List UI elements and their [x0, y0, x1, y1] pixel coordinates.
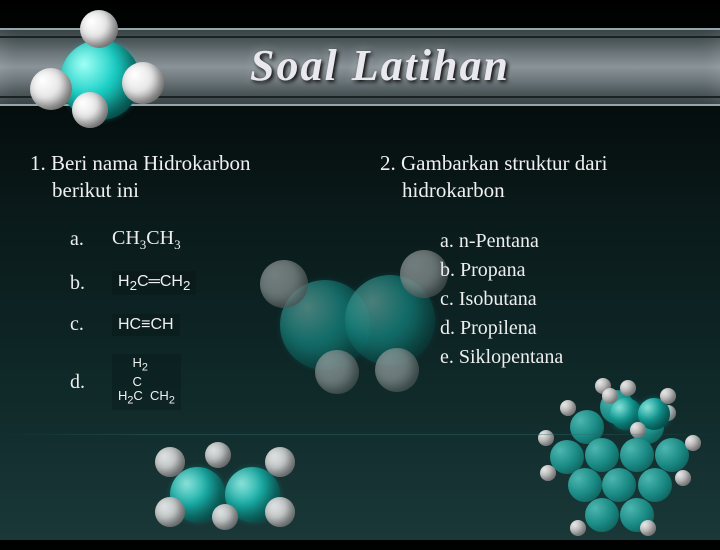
q1-d-label: d. — [70, 371, 88, 394]
q2-line1: 2. Gambarkan struktur dari — [380, 151, 607, 175]
q1-item-d: d. H2 CH2C CH2 — [70, 354, 340, 409]
q2-line2: hidrokarbon — [380, 177, 690, 204]
question-2-column: 2. Gambarkan struktur dari hidrokarbon a… — [380, 150, 690, 372]
q1-b-label: b. — [70, 272, 88, 295]
question-1-column: 1. Beri nama Hidrokarbon berikut ini a. … — [30, 150, 340, 428]
q2-item-d: d. Propilena — [440, 314, 690, 343]
q2-item-a: a. n-Pentana — [440, 227, 690, 256]
q1-c-label: c. — [70, 313, 88, 336]
q1-a-formula: CH3CH3 — [112, 227, 181, 253]
q1-line1: 1. Beri nama Hidrokarbon — [30, 151, 250, 175]
question-2-text: 2. Gambarkan struktur dari hidrokarbon — [380, 150, 690, 205]
molecule-top-left — [30, 10, 170, 130]
q1-a-label: a. — [70, 228, 88, 251]
q2-item-e: e. Siklopentana — [440, 343, 690, 372]
floor-reflection-line — [0, 434, 720, 435]
q2-item-b: b. Propana — [440, 256, 690, 285]
q1-b-formula: H2C═CH2 — [112, 271, 196, 296]
q1-item-b: b. H2C═CH2 — [70, 271, 340, 296]
q1-item-c: c. HC≡CH — [70, 313, 340, 336]
q1-item-a: a. CH3CH3 — [70, 227, 340, 253]
q1-d-formula: H2 CH2C CH2 — [112, 354, 181, 409]
q1-c-formula: HC≡CH — [112, 314, 180, 336]
q2-item-c: c. Isobutana — [440, 285, 690, 314]
molecule-small-right — [600, 380, 680, 440]
molecule-bottom-left — [150, 442, 310, 532]
q1-line2: berikut ini — [30, 177, 340, 204]
question-1-text: 1. Beri nama Hidrokarbon berikut ini — [30, 150, 340, 205]
slide-title: Soal Latihan — [250, 40, 510, 91]
